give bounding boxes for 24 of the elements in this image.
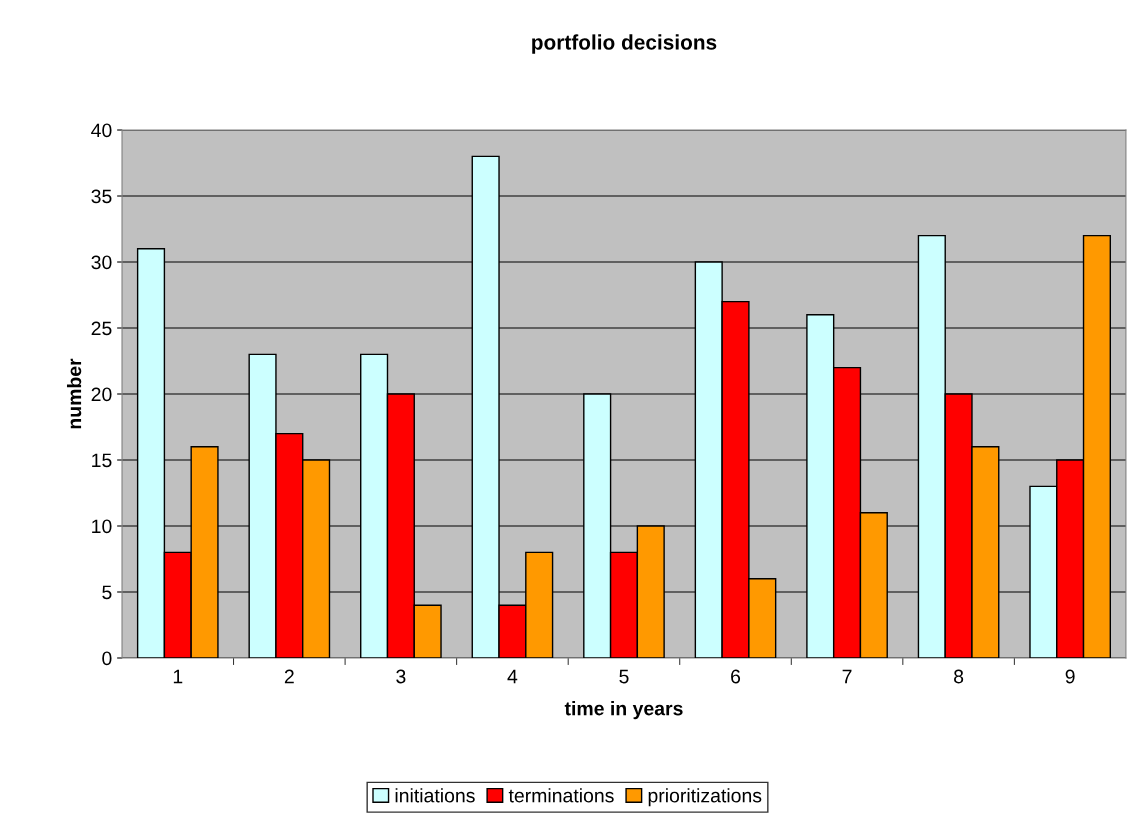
x-tick-label: 6	[731, 669, 741, 684]
x-tick-label: 5	[619, 669, 629, 684]
y-tick-label: 5	[102, 585, 112, 600]
x-tick-label: 8	[954, 669, 964, 684]
x-tick-label: 9	[1065, 669, 1075, 684]
y-tick-label: 15	[92, 453, 112, 468]
y-tick-label: 10	[92, 519, 112, 534]
y-axis-title: number	[66, 358, 82, 429]
y-tick-label: 35	[91, 189, 112, 204]
legend-label: initiations	[395, 788, 475, 803]
y-tick-label: 20	[91, 387, 112, 402]
x-tick-label: 2	[284, 669, 294, 684]
x-tick-label: 3	[396, 669, 406, 684]
y-tick-label: 25	[91, 321, 112, 336]
x-tick-label: 1	[173, 669, 183, 684]
y-tick-label: 40	[91, 123, 112, 138]
y-tick-label: 30	[91, 255, 112, 270]
legend-label: terminations	[508, 788, 614, 803]
y-tick-label: 0	[102, 651, 112, 666]
x-tick-label: 7	[842, 669, 852, 684]
chart-title: portfolio decisions	[532, 34, 717, 54]
legend-label: prioritizations	[648, 788, 762, 807]
x-axis-title: time in years	[564, 701, 683, 720]
x-tick-label: 4	[507, 669, 518, 684]
